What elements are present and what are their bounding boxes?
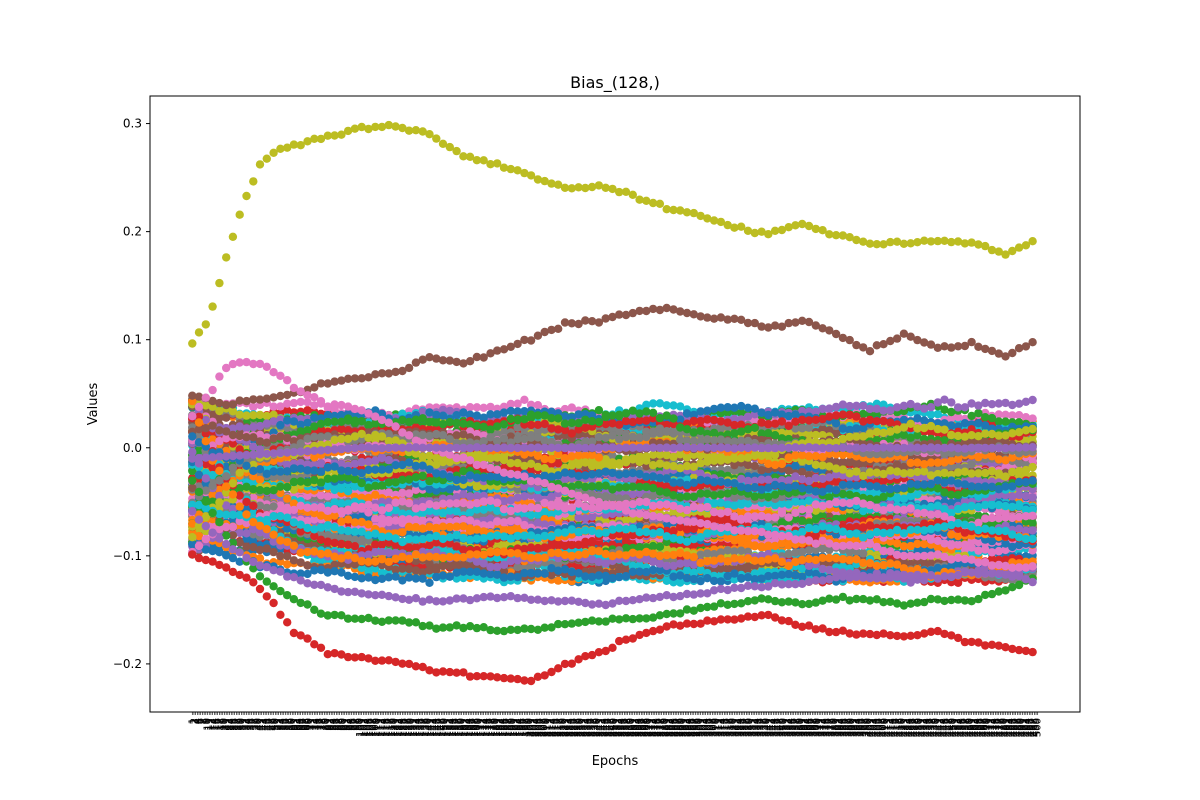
data-point [926,410,936,419]
data-point [655,399,665,408]
data-point [676,402,685,411]
data-point [567,560,576,570]
plot-area [188,120,1037,686]
data-point [953,578,963,587]
data-point [933,409,942,419]
data-point [608,451,617,460]
data-point [662,401,671,410]
series-layer [188,120,1037,686]
data-point [574,562,583,571]
chart-title: Bias_(128,) [570,73,660,93]
data-point [648,399,658,408]
data-point [879,400,888,409]
data-point [669,401,678,410]
data-point [642,400,651,409]
